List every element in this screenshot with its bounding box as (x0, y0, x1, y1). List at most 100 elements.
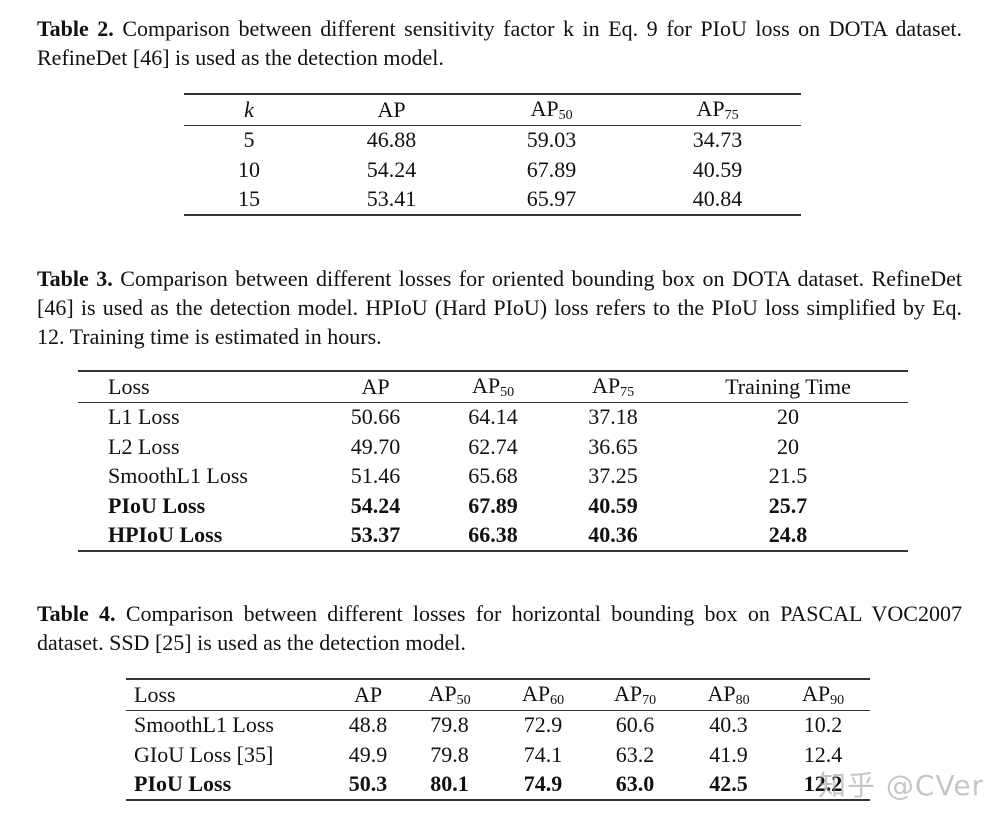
cell: 50.3 (348, 771, 388, 797)
cell: PIoU Loss (108, 492, 206, 518)
cell: 79.8 (430, 712, 469, 738)
table-row: GIoU Loss [35] 49.9 79.8 74.1 63.2 41.9 12.4 (126, 740, 870, 770)
cell: 12.4 (803, 741, 843, 767)
cell: 54.24 (350, 492, 401, 518)
table2-header-ap: AP (377, 96, 406, 122)
table4-header-ap50: AP50 (428, 680, 471, 708)
table4-header-row: Loss AP AP50 AP60 AP70 AP80 AP90 (126, 679, 870, 710)
table3-caption-label: Table 3. (37, 266, 113, 291)
table4-caption-text: Comparison between different losses for … (37, 601, 962, 655)
table2-header-ap50: AP50 (530, 95, 573, 123)
cell: 60.6 (615, 712, 655, 738)
cell: 12.2 (803, 771, 843, 797)
cell: 66.38 (468, 522, 518, 548)
cell: 5 (243, 127, 255, 153)
cell: 24.8 (768, 522, 808, 548)
cell: 67.89 (468, 492, 518, 518)
cell: 79.8 (430, 741, 469, 767)
cell: 15 (238, 186, 260, 212)
cell: L1 Loss (108, 404, 180, 430)
cell: 51.46 (350, 463, 401, 489)
cell: 21.5 (768, 463, 808, 489)
cell: 25.7 (768, 492, 808, 518)
cell: SmoothL1 Loss (134, 712, 274, 738)
table2-caption: Table 2. Comparison between different se… (37, 14, 962, 72)
cell: 10.2 (803, 712, 843, 738)
cell: 20 (777, 433, 799, 459)
cell: 49.70 (350, 433, 401, 459)
cell: 49.9 (348, 741, 388, 767)
table3-caption: Table 3. Comparison between different lo… (37, 264, 962, 351)
table3-header-loss: Loss (108, 373, 150, 399)
cell: 42.5 (709, 771, 748, 797)
table2-header-ap75: AP75 (696, 95, 739, 123)
table4-header-ap70: AP70 (613, 680, 657, 708)
cell: 50.66 (350, 404, 401, 430)
cell: PIoU Loss (134, 771, 232, 797)
cell: 36.65 (588, 433, 638, 459)
table2-caption-label: Table 2. (37, 16, 114, 41)
table3: Loss AP AP50 AP75 Training Time L1 Loss 5… (78, 370, 908, 552)
table2-caption-text: Comparison between different sensitivity… (37, 16, 962, 70)
table4-header-ap90: AP90 (801, 680, 845, 708)
cell: 63.0 (615, 771, 655, 797)
cell: 40.59 (588, 492, 638, 518)
table-row: L2 Loss 49.70 62.74 36.65 20 (78, 432, 908, 462)
cell: 80.1 (430, 771, 469, 797)
cell: 20 (777, 404, 799, 430)
watermark: 知乎 @CVer (818, 769, 985, 802)
cell: 10 (238, 156, 260, 182)
cell: 74.9 (523, 771, 563, 797)
table2-header-k: k (244, 96, 254, 122)
cell: 37.18 (588, 404, 638, 430)
cell: 46.88 (366, 127, 417, 153)
table-row: SmoothL1 Loss 48.8 79.8 72.9 60.6 40.3 10.2 (126, 710, 870, 740)
cell: 67.89 (526, 156, 577, 182)
cell: 34.73 (692, 127, 743, 153)
cell: 64.14 (468, 404, 518, 430)
table3-header-row: Loss AP AP50 AP75 Training Time (78, 371, 908, 402)
cell: 40.59 (692, 156, 743, 182)
cell: 65.68 (468, 463, 518, 489)
cell: 41.9 (709, 741, 748, 767)
table4-header-ap80: AP80 (707, 680, 750, 708)
cell: 40.36 (588, 522, 638, 548)
table4-header-loss: Loss (134, 681, 176, 707)
table-row: HPIoU Loss 53.37 66.38 40.36 24.8 (78, 521, 908, 551)
cell: 37.25 (588, 463, 638, 489)
table4-header-ap60: AP60 (521, 680, 565, 708)
table3-caption-text: Comparison between different losses for … (37, 266, 962, 349)
table4-header-ap: AP (353, 681, 383, 707)
table-row: PIoU Loss 54.24 67.89 40.59 25.7 (78, 491, 908, 521)
table4: Loss AP AP50 AP60 AP70 AP80 AP90 SmoothL… (126, 678, 870, 801)
table3-header-ap50: AP50 (471, 372, 515, 400)
table-row: PIoU Loss 50.3 80.1 74.9 63.0 42.5 12.2 (126, 770, 870, 800)
cell: 74.1 (523, 741, 563, 767)
cell: GIoU Loss [35] (134, 741, 274, 767)
table-row: L1 Loss 50.66 64.14 37.18 20 (78, 402, 908, 432)
cell: SmoothL1 Loss (108, 463, 248, 489)
cell: 53.37 (350, 522, 401, 548)
table3-header-ap: AP (361, 373, 390, 399)
table-row: SmoothL1 Loss 51.46 65.68 37.25 21.5 (78, 462, 908, 492)
table4-caption: Table 4. Comparison between different lo… (37, 599, 962, 657)
cell: 40.84 (692, 186, 743, 212)
cell: 72.9 (523, 712, 563, 738)
table4-caption-label: Table 4. (37, 601, 116, 626)
table3-header-ap75: AP75 (591, 372, 635, 400)
cell: 59.03 (526, 127, 577, 153)
table-row: 15 53.41 65.97 40.84 (184, 185, 801, 215)
cell: 48.8 (348, 712, 388, 738)
table2: k AP AP50 AP75 5 46.88 59.03 34.73 10 54.24 6… (184, 93, 801, 216)
table2-header-row: k AP AP50 AP75 (184, 94, 801, 125)
table-row: 5 46.88 59.03 34.73 (184, 125, 801, 155)
table-row: 10 54.24 67.89 40.59 (184, 155, 801, 185)
cell: L2 Loss (108, 433, 180, 459)
cell: 53.41 (366, 186, 417, 212)
cell: 65.97 (526, 186, 577, 212)
table3-header-training-time: Training Time (725, 373, 851, 399)
cell: HPIoU Loss (108, 522, 223, 548)
cell: 40.3 (709, 712, 748, 738)
cell: 63.2 (615, 741, 655, 767)
cell: 62.74 (468, 433, 518, 459)
